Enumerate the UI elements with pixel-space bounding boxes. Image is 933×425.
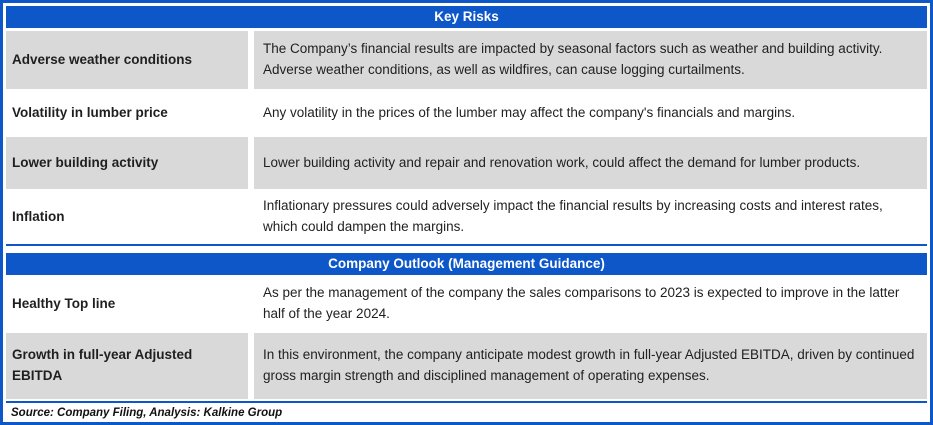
table-row: Inflation Inflationary pressures could a… <box>6 192 927 242</box>
risk-label-building-activity: Lower building activity <box>6 137 248 189</box>
section-header-company-outlook: Company Outlook (Management Guidance) <box>6 253 927 275</box>
section-key-risks: Key Risks Adverse weather conditions The… <box>6 6 927 246</box>
risk-description-building-activity: Lower building activity and repair and r… <box>254 137 927 189</box>
risk-description-adverse-weather: The Company’s financial results are impa… <box>254 31 927 89</box>
risk-label-lumber-volatility: Volatility in lumber price <box>12 104 168 120</box>
outlook-label-ebitda-growth: Growth in full-year Adjusted EBITDA <box>6 333 248 399</box>
table-row: Adverse weather conditions The Company’s… <box>6 31 927 89</box>
source-note: Source: Company Filing, Analysis: Kalkin… <box>11 407 283 419</box>
table-row: Lower building activity Lower building a… <box>6 137 927 189</box>
table-row: Growth in full-year Adjusted EBITDA In t… <box>6 333 927 399</box>
section-company-outlook: Company Outlook (Management Guidance) He… <box>6 253 927 403</box>
table-row: Healthy Top line As per the management o… <box>6 278 927 330</box>
section-divider-gap <box>6 246 927 253</box>
risk-label-inflation: Inflation <box>12 208 65 224</box>
outlook-description-ebitda-growth: In this environment, the company anticip… <box>254 333 927 399</box>
risk-label-adverse-weather: Adverse weather conditions <box>6 31 248 89</box>
outlook-label-top-line: Healthy Top line <box>12 295 116 311</box>
table-row: Volatility in lumber price Any volatilit… <box>6 92 927 134</box>
section-header-key-risks: Key Risks <box>6 6 927 28</box>
risk-description-inflation: Inflationary pressures could adversely i… <box>263 198 883 234</box>
outlook-description-top-line: As per the management of the company the… <box>263 285 900 321</box>
risk-description-lumber-volatility: Any volatility in the prices of the lumb… <box>263 104 796 120</box>
